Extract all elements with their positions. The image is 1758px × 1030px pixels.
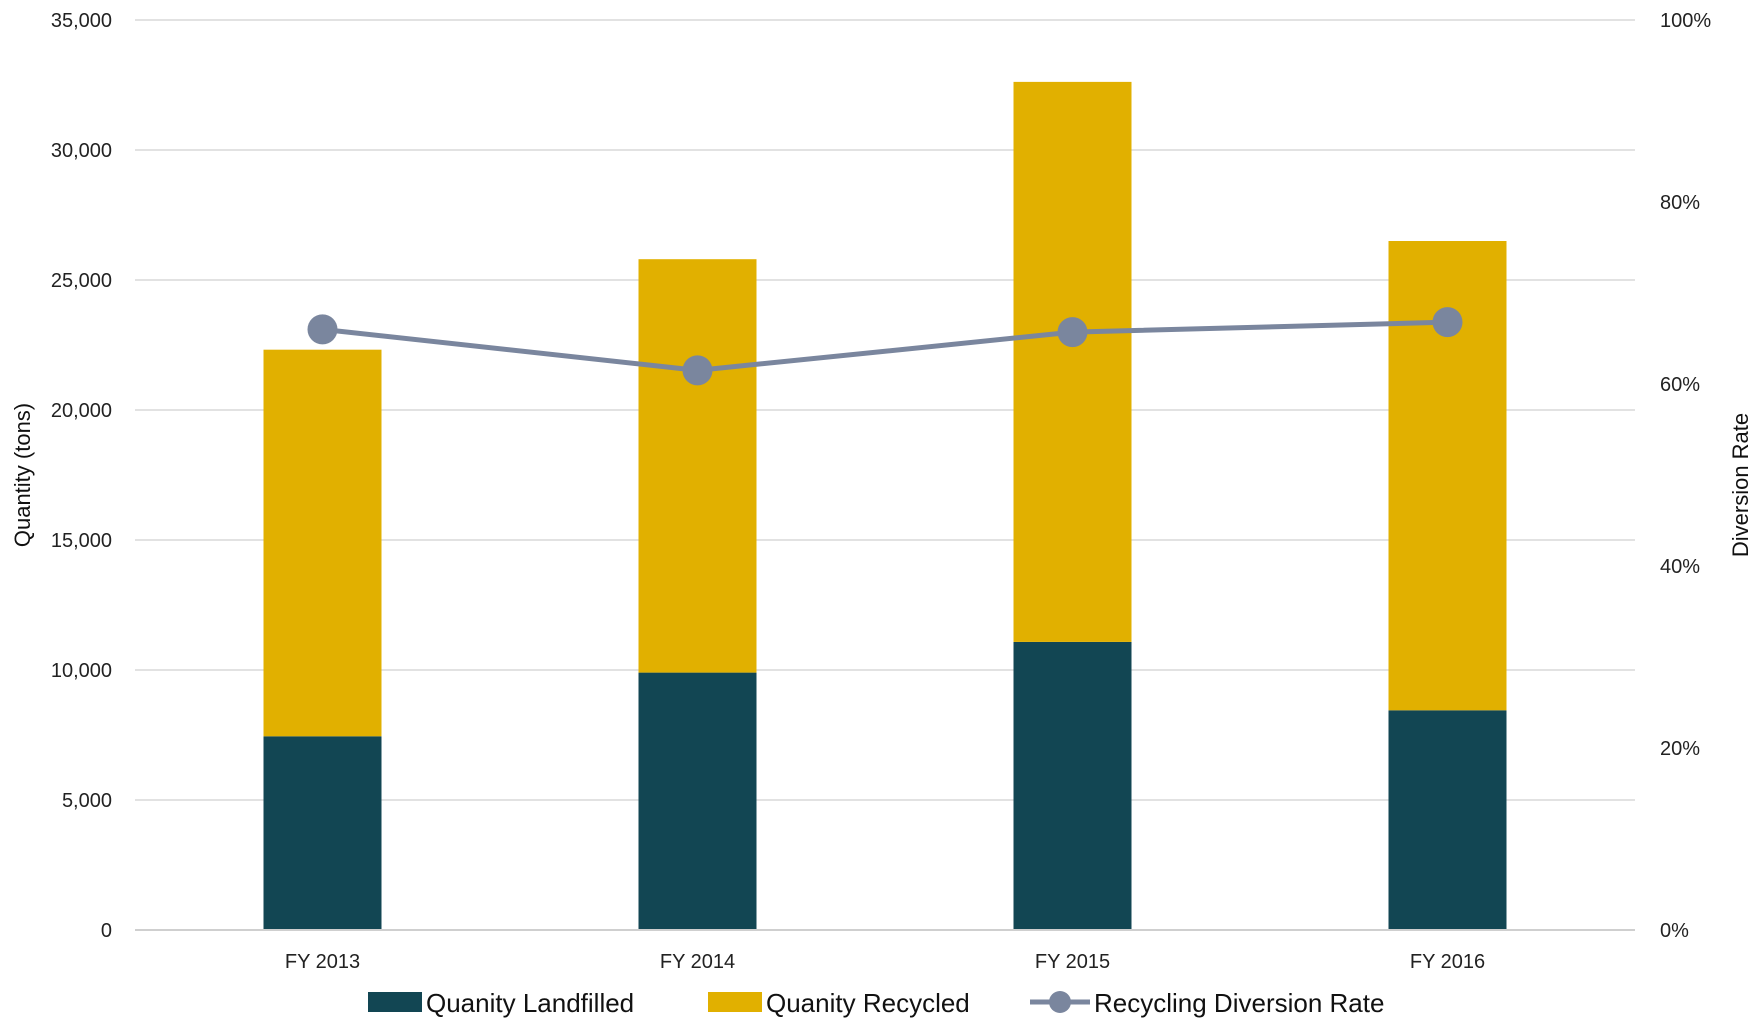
line-point [307,314,338,345]
legend-label: Recycling Diversion Rate [1094,988,1384,1018]
y-right-tick-label: 20% [1660,738,1700,760]
bar-quanity-recycled [263,349,382,737]
y-right-axis-title: Diversion Rate [1728,413,1753,557]
y-left-tick-label: 30,000 [51,140,112,162]
line-point [682,355,713,386]
y-right-tick-label: 100% [1660,10,1711,32]
x-tick-label: FY 2016 [1410,951,1485,973]
y-left-tick-label: 25,000 [51,270,112,292]
x-tick-label: FY 2013 [285,951,360,973]
y-left-tick-label: 0 [101,920,112,942]
legend-label: Quanity Landfilled [426,988,634,1018]
y-right-tick-label: 80% [1660,192,1700,214]
line-point [1432,307,1463,338]
legend-swatch [368,992,422,1012]
x-tick-label: FY 2015 [1035,951,1110,973]
y-left-tick-label: 10,000 [51,660,112,682]
legend-label: Quanity Recycled [766,988,970,1018]
line-point [1057,317,1088,348]
bar-quanity-landfilled [263,736,382,930]
legend-swatch [708,992,762,1012]
y-left-tick-label: 20,000 [51,400,112,422]
bar-quanity-landfilled [1388,710,1507,930]
line-recycling-diversion-rate [322,319,1448,373]
y-left-tick-label: 5,000 [62,790,112,812]
legend-marker [1049,991,1071,1013]
y-right-tick-label: 40% [1660,556,1700,578]
y-right-tick-label: 0% [1660,920,1689,942]
bar-quanity-recycled [1013,81,1132,642]
y-left-tick-label: 35,000 [51,10,112,32]
y-left-tick-label: 15,000 [51,530,112,552]
bar-quanity-landfilled [1013,641,1132,930]
y-left-axis-title: Quantity (tons) [10,403,35,547]
x-tick-label: FY 2014 [660,951,735,973]
bar-quanity-recycled [638,259,757,673]
y-right-tick-label: 60% [1660,374,1700,396]
bar-quanity-landfilled [638,672,757,930]
